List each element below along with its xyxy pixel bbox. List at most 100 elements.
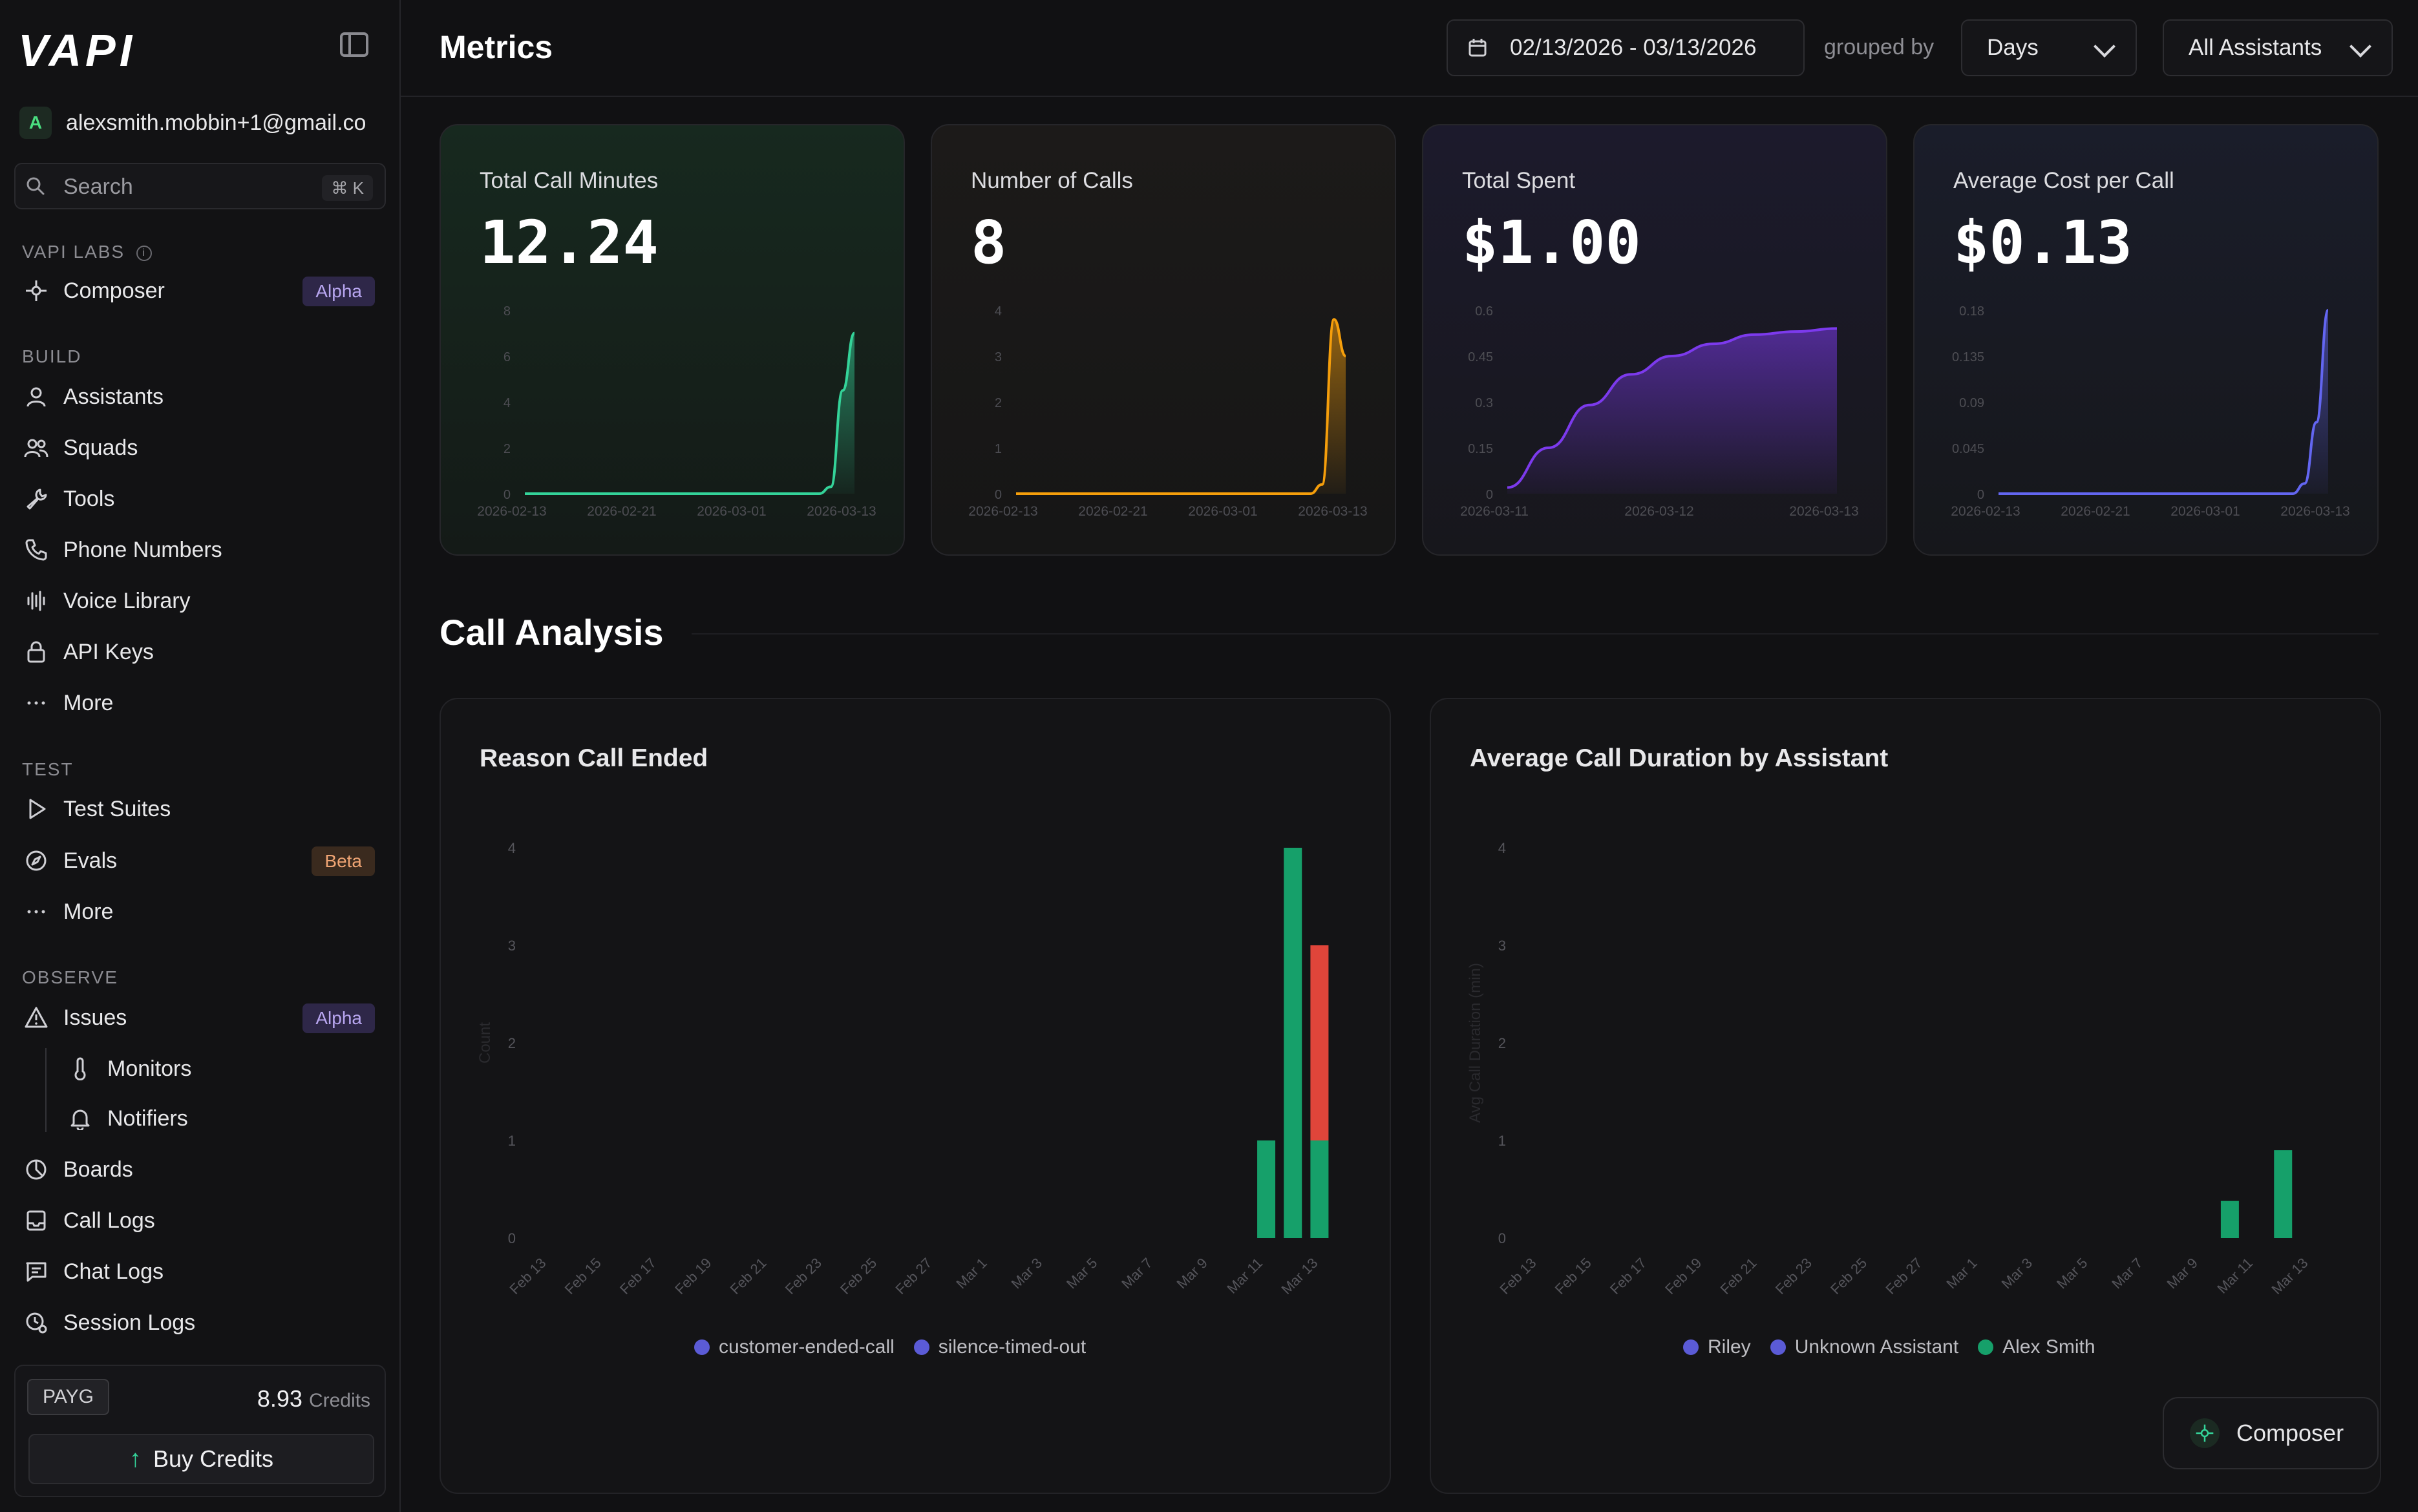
- legend-swatch: [913, 1339, 929, 1355]
- sidebar-item-evals[interactable]: Evals Beta: [23, 841, 379, 880]
- search-input[interactable]: Search ⌘ K: [14, 163, 386, 209]
- y-tick-label: 0.15: [1468, 442, 1493, 456]
- user-icon: [23, 384, 49, 410]
- y-tick-label: 0.3: [1475, 396, 1493, 410]
- sidebar-item-api-keys[interactable]: API Keys: [23, 633, 379, 671]
- arrow-up-icon: ↑: [129, 1445, 142, 1473]
- sidebar-item-phone-numbers[interactable]: Phone Numbers: [23, 530, 379, 569]
- legend-item[interactable]: Riley: [1683, 1336, 1751, 1358]
- series-line: [1016, 318, 1347, 495]
- y-tick-label: 0: [1486, 488, 1493, 502]
- date-range-value: 02/13/2026 - 03/13/2026: [1510, 35, 1757, 60]
- sidebar-item-voice-library[interactable]: Voice Library: [23, 582, 379, 620]
- y-tick-label: 1: [508, 1133, 516, 1149]
- metric-card-average-cost-per-call[interactable]: 0.18 0.135 0.09 0.045 0 2026-02-13 2026-02-21 2…: [1913, 124, 2379, 556]
- sidebar-item-label: Squads: [63, 435, 138, 460]
- composer-floating-button[interactable]: Composer: [2163, 1397, 2379, 1469]
- x-tick-label: Mar 13: [2268, 1255, 2311, 1297]
- section-label-build: BUILD: [22, 346, 82, 366]
- y-axis-label: Count: [476, 1022, 494, 1064]
- group-by-select[interactable]: Days: [1961, 19, 2137, 76]
- sidebar-item-label: Call Logs: [63, 1208, 155, 1233]
- assistant-filter-select[interactable]: All Assistants: [2163, 19, 2393, 76]
- reason-call-ended-panel: 4 3 2 1 0 Count Feb 13 Feb 15 Feb 17 Feb 19 Feb 21…: [440, 698, 1391, 1494]
- x-tick-label: 2026-03-13: [2280, 504, 2349, 519]
- y-tick-label: 3: [995, 350, 1002, 364]
- account-switcher[interactable]: A alexsmith.mobbin+1@gmail.co: [19, 107, 366, 139]
- area-fill: [1507, 328, 1837, 494]
- x-tick-label: Mar 13: [1278, 1255, 1320, 1297]
- metric-title: Number of Calls: [971, 168, 1133, 193]
- search-shortcut: ⌘ K: [322, 175, 373, 201]
- sidebar-item-more-build[interactable]: More: [23, 684, 379, 722]
- series-line: [525, 331, 856, 495]
- sidebar-item-squads[interactable]: Squads: [23, 428, 379, 467]
- sidebar-item-call-logs[interactable]: Call Logs: [23, 1201, 379, 1240]
- legend-item[interactable]: customer-ended-call: [694, 1336, 895, 1358]
- sidebar-toggle-icon[interactable]: [340, 32, 368, 57]
- sidebar-item-boards[interactable]: Boards: [23, 1150, 379, 1189]
- x-tick-label: Feb 21: [727, 1255, 770, 1297]
- metric-title: Average Cost per Call: [1953, 168, 2174, 193]
- y-tick-label: 0: [508, 1230, 516, 1246]
- x-tick-label: Feb 15: [562, 1255, 604, 1297]
- sidebar-item-more-test[interactable]: More: [23, 892, 379, 931]
- y-tick-label: 3: [1498, 938, 1506, 954]
- sidebar-item-tools[interactable]: Tools: [23, 479, 379, 518]
- y-tick-label: 1: [995, 442, 1002, 456]
- y-tick-label: 4: [504, 396, 511, 410]
- y-tick-label: 0: [1498, 1230, 1506, 1246]
- legend-item[interactable]: Alex Smith: [1978, 1336, 2095, 1358]
- x-tick-label: Feb 13: [1496, 1255, 1539, 1297]
- x-tick-label: Feb 21: [1717, 1255, 1760, 1297]
- metric-card-total-spent[interactable]: 0.6 0.45 0.3 0.15 0 2026-03-11 2026-03-12 2026-…: [1422, 124, 1887, 556]
- bar-segment: [1257, 1140, 1276, 1238]
- sidebar-item-composer[interactable]: Composer Alpha: [23, 271, 379, 310]
- y-tick-label: 3: [508, 938, 516, 954]
- thermometer-icon: [67, 1056, 93, 1082]
- sidebar-item-notifiers[interactable]: Notifiers: [67, 1099, 377, 1138]
- warning-icon: [23, 1005, 49, 1031]
- sidebar-item-chat-logs[interactable]: Chat Logs: [23, 1252, 379, 1291]
- x-tick-label: 2026-03-12: [1624, 504, 1693, 519]
- phone-icon: [23, 537, 49, 563]
- legend-item[interactable]: Unknown Assistant: [1770, 1336, 1958, 1358]
- buy-credits-button[interactable]: ↑ Buy Credits: [28, 1434, 374, 1484]
- x-tick-label: 2026-02-21: [2061, 504, 2130, 519]
- sidebar-item-label: Composer: [63, 278, 165, 303]
- vapi-logo[interactable]: VAPI: [18, 25, 136, 76]
- legend-swatch: [1683, 1339, 1699, 1355]
- sidebar-item-label: Monitors: [107, 1056, 192, 1081]
- area-fill: [1999, 310, 2328, 494]
- x-tick-label: 2026-02-13: [968, 504, 1037, 519]
- wrench-icon: [23, 486, 49, 512]
- y-tick-label: 0.09: [1959, 396, 1984, 410]
- x-tick-label: Feb 19: [672, 1255, 714, 1297]
- sidebar-item-label: API Keys: [63, 639, 154, 664]
- grouped-by-label: grouped by: [1824, 35, 1935, 59]
- sidebar-item-test-suites[interactable]: Test Suites: [23, 790, 379, 828]
- sidebar-item-session-logs[interactable]: Session Logs: [23, 1303, 379, 1342]
- y-tick-label: 2: [504, 442, 511, 456]
- sidebar-item-label: Evals: [63, 848, 118, 873]
- sidebar-item-label: Session Logs: [63, 1310, 196, 1335]
- average-cost-chart: 0.18 0.135 0.09 0.045 0 2026-02-13 2026-02-21 2…: [1951, 304, 2349, 519]
- sidebar-item-issues[interactable]: Issues Alpha: [23, 998, 379, 1037]
- sidebar-item-label: Phone Numbers: [63, 537, 222, 562]
- lock-icon: [23, 639, 49, 665]
- metric-title: Total Spent: [1462, 168, 1576, 193]
- header-divider: [401, 96, 2418, 97]
- panel-title: Average Call Duration by Assistant: [1470, 744, 1889, 772]
- legend-item[interactable]: silence-timed-out: [913, 1336, 1086, 1358]
- date-range-picker[interactable]: 02/13/2026 - 03/13/2026: [1447, 19, 1805, 76]
- composer-icon: [23, 278, 49, 304]
- metric-value: $0.13: [1953, 208, 2132, 277]
- credits-unit: Credits: [308, 1390, 370, 1411]
- metric-card-number-of-calls[interactable]: 4 3 2 1 0 2026-02-13 2026-02-21 2026-03-01 2026-…: [931, 124, 1396, 556]
- reason-legend: customer-ended-call silence-timed-out: [694, 1336, 1086, 1358]
- x-tick-label: Feb 17: [617, 1255, 659, 1297]
- sidebar-item-assistants[interactable]: Assistants: [23, 377, 379, 416]
- sidebar-item-label: More: [63, 690, 114, 715]
- sidebar-item-monitors[interactable]: Monitors: [67, 1049, 377, 1088]
- metric-card-total-call-minutes[interactable]: 8 6 4 2 0 2026-02-13 2026-02-21 2026-03-01 2026-…: [440, 124, 905, 556]
